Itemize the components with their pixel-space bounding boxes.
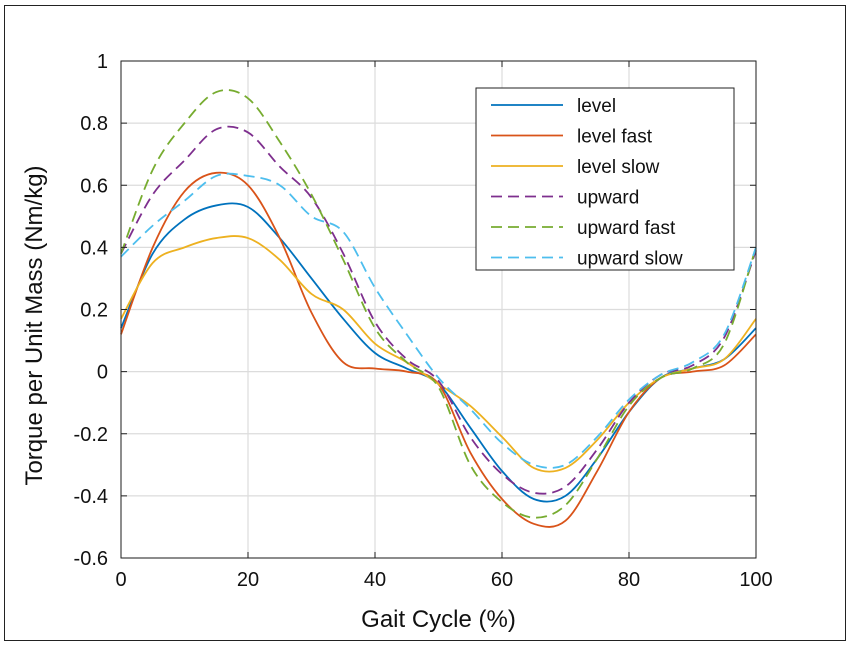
y-axis-label: Torque per Unit Mass (Nm/kg) — [21, 165, 48, 485]
y-tick-label: 0.6 — [80, 175, 108, 197]
legend-label-upward-fast: upward fast — [577, 218, 676, 239]
x-tick-label: 20 — [237, 569, 259, 591]
legend-label-level: level — [577, 96, 616, 117]
y-tick-label: 1 — [97, 51, 108, 73]
y-tick-label: 0 — [97, 362, 108, 384]
x-tick-label: 80 — [618, 569, 640, 591]
legend-box — [475, 87, 735, 271]
x-tick-label: 100 — [739, 569, 772, 591]
x-tick-label: 60 — [491, 569, 513, 591]
series-line-level-slow — [120, 235, 757, 473]
legend-label-level-fast: level fast — [577, 127, 653, 148]
y-tick-label: 0.4 — [80, 237, 108, 259]
y-tick-label: 0.8 — [80, 113, 108, 135]
series-line-upward-fast — [120, 89, 757, 519]
series-line-upward-slow — [120, 172, 757, 469]
legend-label-level-slow: level slow — [577, 157, 660, 178]
x-tick-label: 0 — [115, 569, 126, 591]
y-tick-label: -0.4 — [74, 486, 108, 508]
series-layer — [120, 89, 757, 528]
legend-label-upward: upward — [577, 188, 639, 209]
y-tick-label: -0.2 — [74, 424, 108, 446]
x-tick-label: 40 — [364, 569, 386, 591]
x-axis-label: Gait Cycle (%) — [361, 606, 516, 633]
legend: level level fast level slow upward upward fa… — [475, 87, 735, 271]
legend-label-upward-slow: upward slow — [577, 249, 683, 270]
y-tick-label: -0.6 — [74, 548, 108, 570]
figure-frame — [4, 5, 846, 641]
y-tick-label: 0.2 — [80, 300, 108, 322]
ticks: 0 20 40 60 80 100 -0.6 -0.4 -0.2 0 0.2 0.4 0.6 0.8 1 — [74, 51, 773, 591]
